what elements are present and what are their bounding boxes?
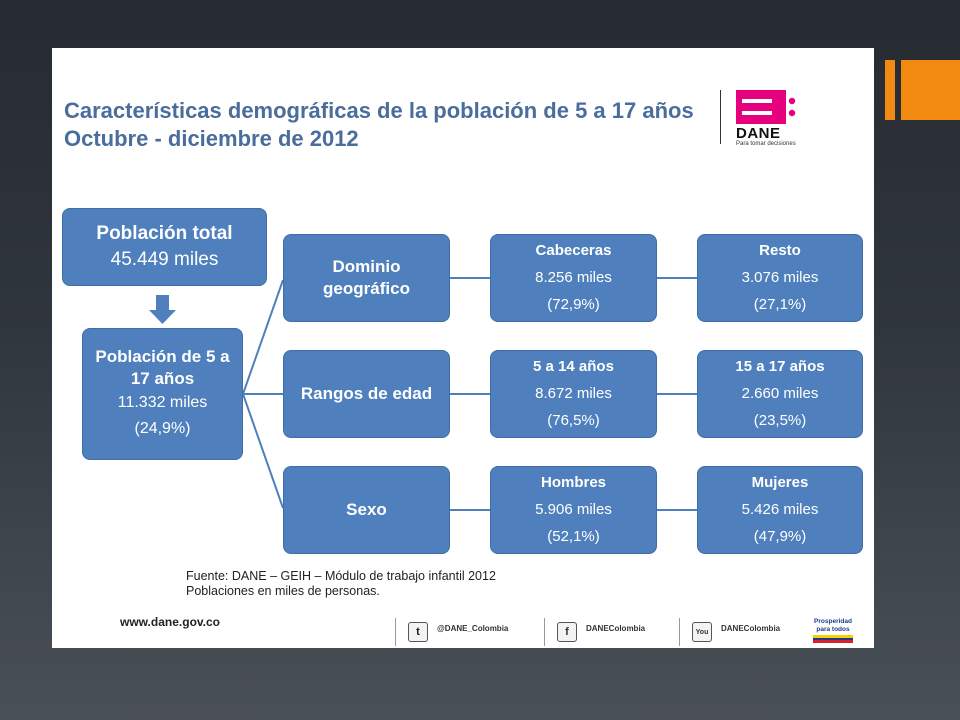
branch-line	[242, 279, 284, 395]
down-arrow-icon	[149, 295, 176, 324]
leaf-box-mujeres: Mujeres 5.426 miles (47,9%)	[697, 466, 863, 554]
dane-logo-icon	[736, 90, 796, 124]
category-label: Dominio	[332, 257, 401, 276]
prosperidad-logo-text: Prosperidad para todos	[814, 618, 852, 633]
accent-block	[901, 60, 960, 120]
leaf-label: Resto	[759, 242, 801, 259]
branch-line	[242, 393, 284, 509]
leaf-box-resto: Resto 3.076 miles (27,1%)	[697, 234, 863, 322]
total-population-box: Población total 45.449 miles	[62, 208, 267, 286]
leaf-label: Hombres	[540, 474, 607, 491]
footer-divider	[395, 618, 396, 646]
slide: Características demográficas de la pobla…	[52, 48, 874, 648]
facebook-icon[interactable]: f	[557, 622, 577, 642]
leaf-share: (72,9%)	[547, 296, 600, 313]
connector-lines	[149, 277, 697, 511]
target-population-box: Población de 5 a 17 años 11.332 miles (2…	[82, 328, 243, 460]
slide-title: Características demográficas de la pobla…	[64, 98, 694, 123]
leaf-value: 5.426 miles	[741, 501, 819, 518]
leaf-share: (76,5%)	[547, 412, 600, 429]
youtube-handle[interactable]: DANEColombia	[721, 624, 781, 633]
leaf-label: Mujeres	[751, 474, 809, 491]
leaf-share: (52,1%)	[547, 528, 600, 545]
units-note: Poblaciones en miles de personas.	[186, 584, 380, 598]
category-label: geográfico	[323, 279, 410, 298]
youtube-icon[interactable]: You	[692, 622, 712, 642]
logo-wordmark: DANE	[736, 125, 781, 142]
category-label: Rangos de edad	[300, 384, 433, 403]
logo-tagline: Para tomar decisiones	[736, 141, 796, 147]
twitter-handle[interactable]: @DANE_Colombia	[437, 624, 509, 633]
leaf-label: Cabeceras	[535, 242, 612, 259]
facebook-handle[interactable]: DANEColombia	[586, 624, 646, 633]
footer-divider	[679, 618, 680, 646]
footer-divider	[544, 618, 545, 646]
category-box-sex: Sexo	[283, 466, 450, 554]
category-box-geographic: Dominio geográfico	[283, 234, 450, 322]
leaf-label: 15 a 17 años	[735, 358, 825, 375]
target-share: (24,9%)	[134, 420, 191, 437]
leaf-box-hombres: Hombres 5.906 miles (52,1%)	[490, 466, 657, 554]
accent-bar	[885, 60, 895, 120]
leaf-box-5-14: 5 a 14 años 8.672 miles (76,5%)	[490, 350, 657, 438]
category-box-age: Rangos de edad	[283, 350, 450, 438]
source-note: Fuente: DANE – GEIH – Módulo de trabajo …	[186, 569, 496, 583]
slide-subtitle: Octubre - diciembre de 2012	[64, 126, 359, 151]
category-label: Sexo	[346, 500, 387, 519]
target-label-line2: 17 años	[130, 369, 195, 388]
total-label: Población total	[96, 223, 233, 244]
target-value: 11.332 miles	[117, 394, 208, 411]
leaf-value: 3.076 miles	[741, 269, 819, 286]
leaf-box-15-17: 15 a 17 años 2.660 miles (23,5%)	[697, 350, 863, 438]
leaf-share: (47,9%)	[753, 528, 807, 545]
twitter-icon[interactable]: t	[408, 622, 428, 642]
leaf-value: 5.906 miles	[535, 501, 612, 518]
logo-divider	[720, 90, 721, 144]
leaf-box-cabeceras: Cabeceras 8.256 miles (72,9%)	[490, 234, 657, 322]
target-label-line1: Población de 5 a	[95, 347, 230, 366]
leaf-value: 2.660 miles	[741, 385, 819, 402]
leaf-label: 5 a 14 años	[533, 358, 614, 375]
footer-website-link[interactable]: www.dane.gov.co	[120, 615, 221, 629]
prosperidad-logo-icon	[813, 635, 853, 643]
total-value: 45.449 miles	[110, 249, 219, 270]
leaf-value: 8.672 miles	[535, 385, 612, 402]
leaf-share: (27,1%)	[753, 296, 807, 313]
leaf-share: (23,5%)	[753, 412, 807, 429]
leaf-value: 8.256 miles	[535, 269, 612, 286]
